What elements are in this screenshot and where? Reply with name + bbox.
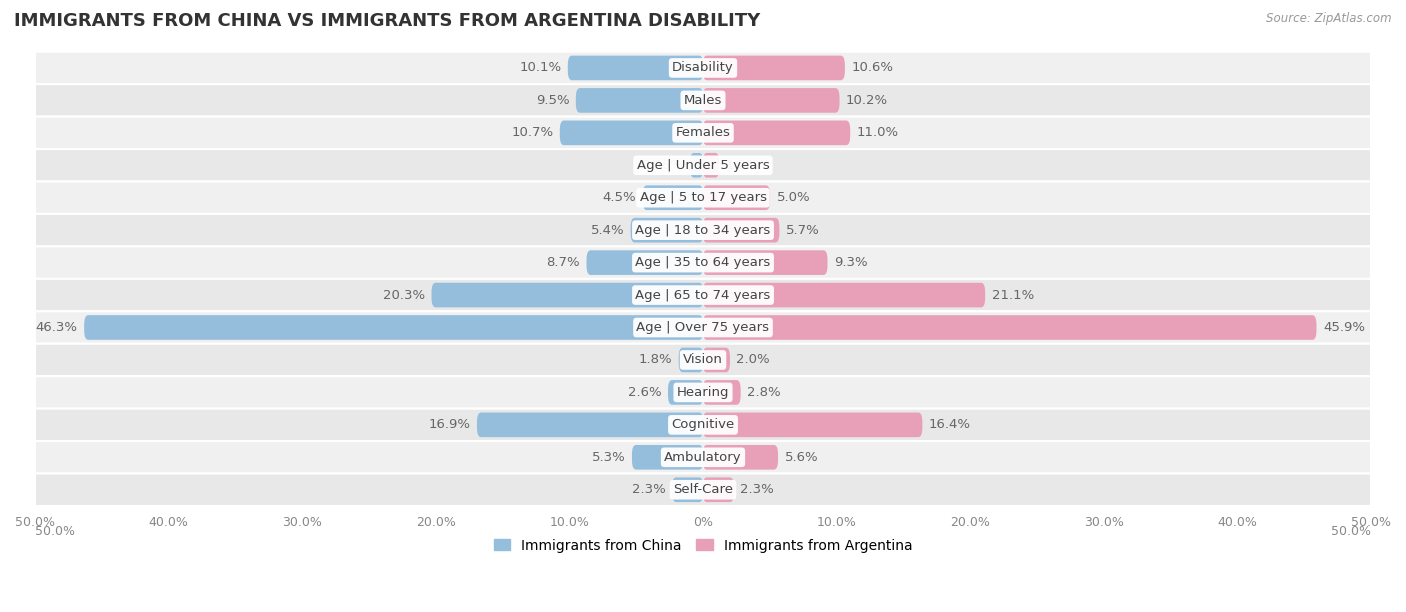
FancyBboxPatch shape <box>35 52 1371 84</box>
FancyBboxPatch shape <box>35 474 1371 506</box>
Text: Age | 18 to 34 years: Age | 18 to 34 years <box>636 223 770 237</box>
Text: Males: Males <box>683 94 723 107</box>
FancyBboxPatch shape <box>568 56 703 80</box>
Text: 2.3%: 2.3% <box>631 483 665 496</box>
Text: 16.4%: 16.4% <box>929 419 970 431</box>
Text: 10.7%: 10.7% <box>512 126 554 140</box>
FancyBboxPatch shape <box>703 412 922 437</box>
FancyBboxPatch shape <box>668 380 703 405</box>
FancyBboxPatch shape <box>35 182 1371 214</box>
Text: 50.0%: 50.0% <box>35 526 75 539</box>
Text: Age | 35 to 64 years: Age | 35 to 64 years <box>636 256 770 269</box>
Text: 9.5%: 9.5% <box>536 94 569 107</box>
Text: Ambulatory: Ambulatory <box>664 451 742 464</box>
Text: 20.3%: 20.3% <box>382 289 425 302</box>
FancyBboxPatch shape <box>703 153 720 177</box>
FancyBboxPatch shape <box>35 376 1371 409</box>
Text: 2.0%: 2.0% <box>737 354 770 367</box>
Text: 11.0%: 11.0% <box>856 126 898 140</box>
FancyBboxPatch shape <box>35 149 1371 182</box>
Text: 8.7%: 8.7% <box>547 256 581 269</box>
Text: 10.1%: 10.1% <box>519 61 561 75</box>
Text: 4.5%: 4.5% <box>603 191 636 204</box>
FancyBboxPatch shape <box>703 121 851 145</box>
FancyBboxPatch shape <box>576 88 703 113</box>
FancyBboxPatch shape <box>630 218 703 242</box>
FancyBboxPatch shape <box>703 283 986 307</box>
FancyBboxPatch shape <box>84 315 703 340</box>
FancyBboxPatch shape <box>35 84 1371 117</box>
FancyBboxPatch shape <box>703 88 839 113</box>
FancyBboxPatch shape <box>690 153 703 177</box>
FancyBboxPatch shape <box>586 250 703 275</box>
FancyBboxPatch shape <box>477 412 703 437</box>
FancyBboxPatch shape <box>703 380 741 405</box>
Text: Age | 5 to 17 years: Age | 5 to 17 years <box>640 191 766 204</box>
Text: 45.9%: 45.9% <box>1323 321 1365 334</box>
Text: 5.3%: 5.3% <box>592 451 626 464</box>
Text: 16.9%: 16.9% <box>429 419 471 431</box>
Text: 5.4%: 5.4% <box>591 223 624 237</box>
Text: Females: Females <box>675 126 731 140</box>
FancyBboxPatch shape <box>35 279 1371 312</box>
Text: 0.96%: 0.96% <box>641 159 683 172</box>
FancyBboxPatch shape <box>703 56 845 80</box>
FancyBboxPatch shape <box>672 477 703 502</box>
FancyBboxPatch shape <box>631 445 703 469</box>
Text: Vision: Vision <box>683 354 723 367</box>
Text: 2.3%: 2.3% <box>741 483 775 496</box>
Text: 5.6%: 5.6% <box>785 451 818 464</box>
FancyBboxPatch shape <box>35 344 1371 376</box>
FancyBboxPatch shape <box>35 117 1371 149</box>
Text: 2.8%: 2.8% <box>747 386 780 399</box>
FancyBboxPatch shape <box>560 121 703 145</box>
Text: IMMIGRANTS FROM CHINA VS IMMIGRANTS FROM ARGENTINA DISABILITY: IMMIGRANTS FROM CHINA VS IMMIGRANTS FROM… <box>14 12 761 30</box>
Text: 50.0%: 50.0% <box>1331 526 1371 539</box>
Text: 1.8%: 1.8% <box>638 354 672 367</box>
Text: 1.2%: 1.2% <box>725 159 759 172</box>
Text: Disability: Disability <box>672 61 734 75</box>
FancyBboxPatch shape <box>703 445 778 469</box>
FancyBboxPatch shape <box>35 247 1371 279</box>
FancyBboxPatch shape <box>643 185 703 210</box>
FancyBboxPatch shape <box>35 312 1371 344</box>
Text: 46.3%: 46.3% <box>35 321 77 334</box>
Text: 5.0%: 5.0% <box>776 191 810 204</box>
FancyBboxPatch shape <box>35 441 1371 474</box>
Legend: Immigrants from China, Immigrants from Argentina: Immigrants from China, Immigrants from A… <box>488 533 918 558</box>
Text: Cognitive: Cognitive <box>672 419 734 431</box>
Text: 9.3%: 9.3% <box>834 256 868 269</box>
FancyBboxPatch shape <box>703 218 779 242</box>
Text: Age | Over 75 years: Age | Over 75 years <box>637 321 769 334</box>
FancyBboxPatch shape <box>703 348 730 372</box>
FancyBboxPatch shape <box>35 214 1371 247</box>
Text: Source: ZipAtlas.com: Source: ZipAtlas.com <box>1267 12 1392 25</box>
FancyBboxPatch shape <box>703 315 1316 340</box>
FancyBboxPatch shape <box>679 348 703 372</box>
Text: 10.2%: 10.2% <box>846 94 889 107</box>
Text: Self-Care: Self-Care <box>673 483 733 496</box>
Text: Age | Under 5 years: Age | Under 5 years <box>637 159 769 172</box>
FancyBboxPatch shape <box>35 409 1371 441</box>
Text: Age | 65 to 74 years: Age | 65 to 74 years <box>636 289 770 302</box>
Text: Hearing: Hearing <box>676 386 730 399</box>
Text: 2.6%: 2.6% <box>628 386 662 399</box>
Text: 10.6%: 10.6% <box>851 61 893 75</box>
FancyBboxPatch shape <box>703 477 734 502</box>
Text: 21.1%: 21.1% <box>991 289 1033 302</box>
Text: 5.7%: 5.7% <box>786 223 820 237</box>
FancyBboxPatch shape <box>703 250 828 275</box>
FancyBboxPatch shape <box>703 185 770 210</box>
FancyBboxPatch shape <box>432 283 703 307</box>
